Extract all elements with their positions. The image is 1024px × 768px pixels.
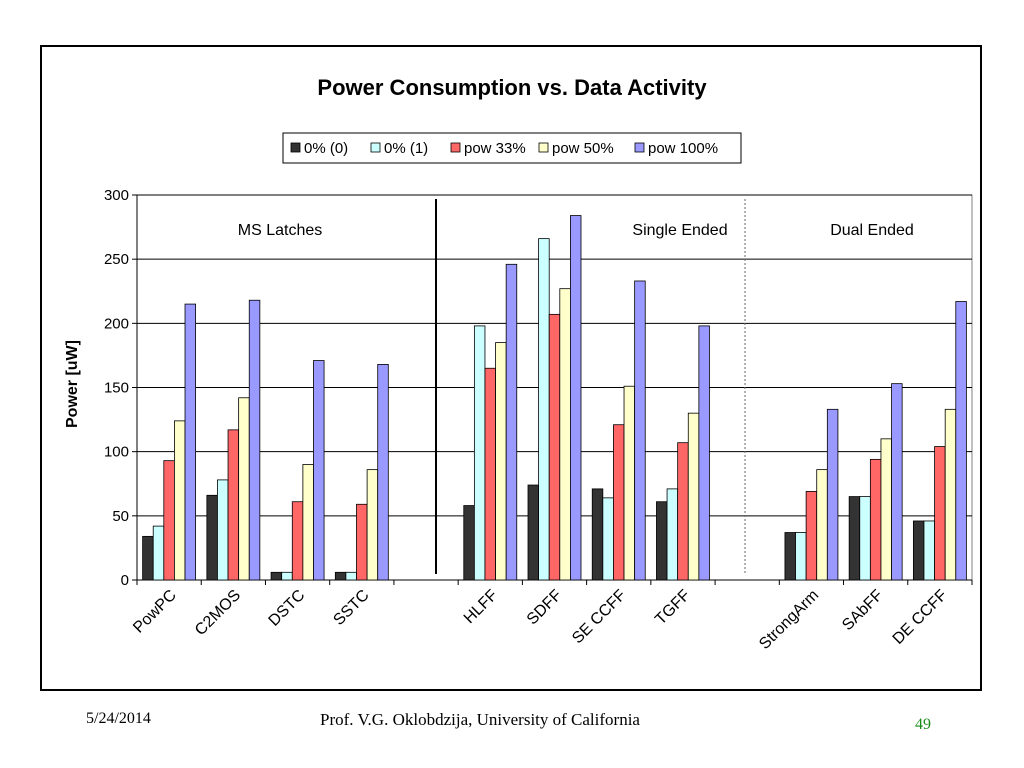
bar [602,497,614,581]
x-tick-label: SSTC [330,587,372,629]
bar [848,496,861,581]
x-tick-label: PowPC [130,587,180,637]
bar [591,488,604,581]
x-tick-label: TGFF [652,587,694,629]
bar [238,397,250,581]
chart-frame: Power Consumption vs. Data Activity Powe… [40,45,982,691]
bar [944,408,957,581]
bar [859,496,871,581]
bar [484,367,496,581]
bar [217,479,229,581]
bar [505,263,518,581]
legend-label: pow 100% [648,140,718,157]
bar [142,535,154,581]
y-axis-label: Power [uW] [64,340,81,428]
bar [206,494,218,581]
bar [248,299,261,581]
bar [880,438,892,581]
slide-author: Prof. V.G. Oklobdzija, University of Cal… [320,710,640,729]
bar [184,303,197,581]
y-tick-label: 150 [104,380,129,397]
bar [698,325,710,581]
bar [666,488,679,581]
bar [784,532,796,581]
legend-swatch [538,142,549,153]
x-tick-label: DSTC [266,587,309,630]
bar [826,408,839,581]
bar [934,446,946,581]
bar [313,360,325,581]
y-tick-label: 200 [104,315,129,332]
legend-label: 0% (1) [384,140,428,157]
x-tick-label: DE CCFF [890,587,951,648]
bar [795,532,807,581]
bar [174,420,186,581]
bar [302,464,314,581]
x-tick-label: SE CCFF [569,587,630,648]
group-annotation: Single Ended [632,222,727,239]
bar [356,503,368,581]
legend-label: pow 33% [464,140,526,157]
legend-box [282,132,742,164]
bar [377,363,389,581]
bar [570,215,582,581]
x-tick-label: SDFF [524,587,566,629]
bar [955,301,967,581]
bar [227,429,240,581]
legend-label: pow 50% [552,140,614,157]
bar [281,571,293,581]
bar [623,385,636,581]
y-tick-label: 0 [121,572,129,589]
y-tick-label: 50 [112,508,129,525]
bar [463,505,475,581]
bar [816,469,828,581]
bar [548,313,561,581]
bar [677,442,689,581]
bar [270,571,283,581]
y-tick-label: 300 [104,187,129,204]
chart-title: Power Consumption vs. Data Activity [317,75,707,100]
x-tick-label: HLFF [461,587,501,627]
legend-swatch [634,142,645,153]
y-tick-label: 250 [104,251,129,268]
bar [345,571,357,581]
power-chart: Power Consumption vs. Data Activity Powe… [64,75,973,653]
legend-swatch [370,142,381,153]
bar [559,288,571,581]
legend-swatch [450,142,461,153]
bar [687,412,700,581]
bar [152,525,165,581]
group-annotation: Dual Ended [830,222,914,239]
bar [613,424,625,581]
bar [869,458,882,581]
slide-page-number: 49 [915,716,931,733]
bar [634,280,646,581]
legend-label: 0% (0) [304,140,348,157]
x-tick-label: SAbFF [839,587,886,634]
bar [805,491,818,581]
x-tick-label: StrongArm [756,587,822,653]
bar [527,484,540,581]
bar [891,383,903,581]
bar [473,325,486,581]
group-annotation: MS Latches [238,222,322,239]
bar [163,460,175,581]
x-tick-label: C2MOS [192,587,244,639]
bar [656,501,668,581]
legend-swatch [290,142,301,153]
bar [366,469,379,581]
slide-date: 5/24/2014 [86,710,151,727]
bar [912,520,925,581]
bar [291,501,304,581]
y-tick-label: 100 [104,444,129,461]
bar [495,342,507,581]
bar [923,520,935,581]
bar [538,238,550,581]
bar [334,571,347,581]
